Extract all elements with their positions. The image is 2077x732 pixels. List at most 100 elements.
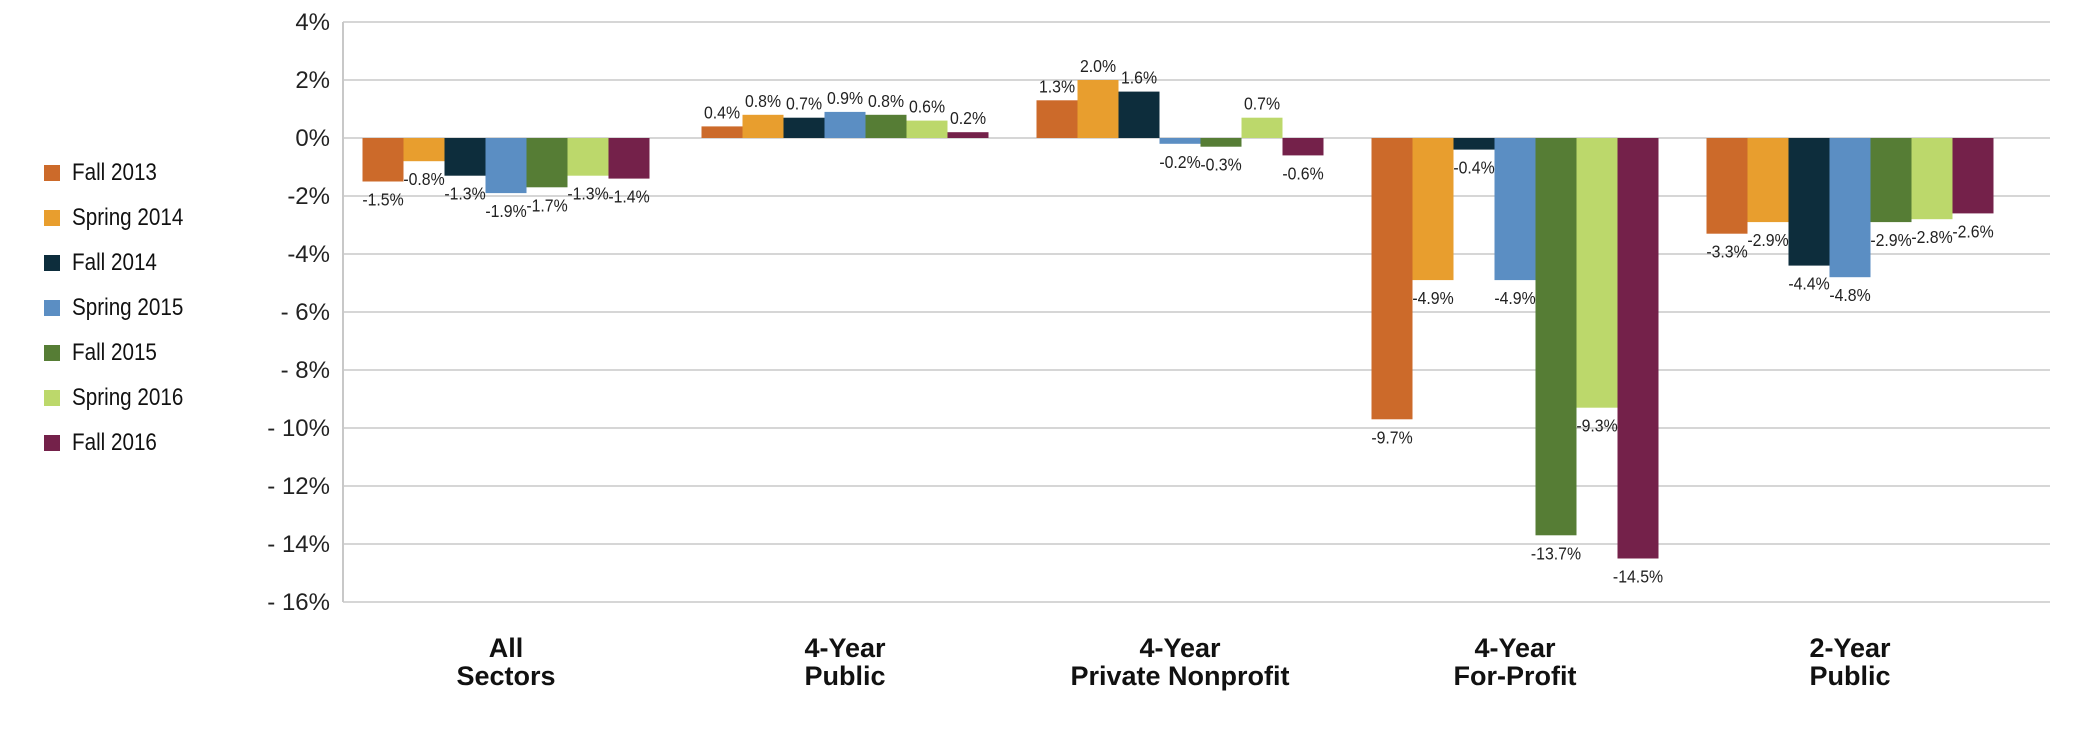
legend-item: Spring 2016 — [44, 375, 201, 420]
y-tick-label: 0% — [295, 125, 330, 152]
y-tick-label: - 8% — [281, 357, 330, 384]
bar — [1412, 138, 1454, 281]
data-label: -3.3% — [1706, 242, 1747, 262]
bar — [783, 117, 825, 138]
bar — [444, 138, 486, 176]
data-label: -4.4% — [1788, 274, 1829, 294]
legend-swatch — [44, 434, 60, 451]
bar — [485, 138, 527, 194]
data-label: 0.4% — [704, 102, 740, 122]
bar — [1282, 138, 1324, 156]
bar — [1241, 117, 1283, 138]
bar — [1617, 138, 1659, 559]
data-label: 1.3% — [1039, 76, 1075, 96]
data-label: -4.9% — [1494, 288, 1535, 308]
data-label: -13.7% — [1531, 543, 1581, 563]
data-label: 0.2% — [950, 108, 986, 128]
legend-item: Spring 2015 — [44, 285, 201, 330]
legend-swatch — [44, 344, 60, 361]
bar — [865, 114, 907, 138]
y-tick-label: - 16% — [267, 589, 330, 616]
data-label: -14.5% — [1613, 567, 1663, 587]
legend-item: Fall 2014 — [44, 240, 201, 285]
data-label: 0.9% — [827, 88, 863, 108]
data-label: -0.6% — [1282, 163, 1323, 183]
legend-label: Spring 2015 — [72, 293, 184, 321]
legend-item: Fall 2016 — [44, 420, 201, 465]
data-labels: -1.5%-0.8%-1.3%-1.9% -1.7%-1.3% -1.4%0.4%0… — [362, 56, 1993, 587]
bar — [1747, 138, 1789, 223]
legend-swatch — [44, 299, 60, 316]
bar — [824, 111, 866, 138]
y-axis-ticks: 4% 2% 0% -2% -4% - 6% - 8% - 10% - 12% - 14% - 16% — [267, 9, 330, 616]
bar — [1077, 80, 1119, 138]
legend-label: Fall 2014 — [72, 248, 157, 276]
y-tick-label: -4% — [287, 241, 330, 268]
data-label: -0.2% — [1159, 152, 1200, 172]
data-label: -4.9% — [1412, 288, 1453, 308]
bar — [1453, 138, 1495, 150]
data-label: -2.6% — [1952, 221, 1993, 241]
data-label: -1.3% — [444, 184, 485, 204]
legend-label: Fall 2013 — [72, 158, 157, 186]
data-label: 1.6% — [1121, 68, 1157, 88]
data-label: -2.8% — [1911, 227, 1952, 247]
data-label: -9.7% — [1371, 427, 1412, 447]
bar — [403, 138, 445, 162]
bar — [1494, 138, 1536, 281]
data-label: -1.7% — [526, 195, 567, 215]
category-label-line2: Sectors — [456, 661, 555, 691]
bar — [1371, 138, 1413, 420]
bar — [526, 138, 568, 188]
category-label-line1: 4-Year — [804, 633, 886, 663]
data-label: -1.4% — [608, 187, 649, 207]
bar — [567, 138, 609, 176]
y-tick-label: - 12% — [267, 473, 330, 500]
data-label: -4.8% — [1829, 285, 1870, 305]
data-label: -1.3% — [567, 184, 608, 204]
data-label: -1.9% — [485, 201, 526, 221]
bar — [701, 126, 743, 138]
legend-swatch — [44, 209, 60, 226]
bar — [1788, 138, 1830, 266]
bar — [1118, 91, 1160, 138]
category-label-line2: Private Nonprofit — [1070, 661, 1289, 691]
category-label-line2: Public — [804, 661, 885, 691]
legend-item: Fall 2013 — [44, 150, 201, 195]
legend-swatch — [44, 254, 60, 271]
category-label-line2: For-Profit — [1454, 661, 1577, 691]
legend-swatch — [44, 164, 60, 181]
category-label-line1: 4-Year — [1139, 633, 1221, 663]
category-label-line1: 2-Year — [1809, 633, 1891, 663]
data-label: -0.3% — [1200, 155, 1241, 175]
y-tick-label: - 6% — [281, 299, 330, 326]
legend-label: Fall 2015 — [72, 338, 157, 366]
data-label: -1.5% — [362, 190, 403, 210]
bars — [362, 80, 1994, 559]
bar — [947, 132, 989, 138]
bar — [1706, 138, 1748, 234]
legend-label: Spring 2014 — [72, 203, 184, 231]
data-label: -0.4% — [1453, 158, 1494, 178]
category-label-line1: All — [489, 633, 524, 663]
legend-item: Spring 2014 — [44, 195, 201, 240]
data-label: 0.8% — [745, 91, 781, 111]
bar — [1576, 138, 1618, 408]
data-label: -2.9% — [1747, 230, 1788, 250]
bar — [608, 138, 650, 179]
bar — [742, 114, 784, 138]
bar — [1952, 138, 1994, 214]
y-tick-label: - 10% — [267, 415, 330, 442]
y-tick-label: 4% — [295, 9, 330, 36]
data-label: 2.0% — [1080, 56, 1116, 76]
grid-lines — [343, 21, 2050, 603]
data-label: -9.3% — [1576, 416, 1617, 436]
legend-swatch — [44, 389, 60, 406]
bar — [1870, 138, 1912, 223]
data-label: 0.7% — [786, 94, 822, 114]
data-label: 0.8% — [868, 91, 904, 111]
y-tick-label: - 14% — [267, 531, 330, 558]
bar — [1036, 100, 1078, 138]
legend-item: Fall 2015 — [44, 330, 201, 375]
